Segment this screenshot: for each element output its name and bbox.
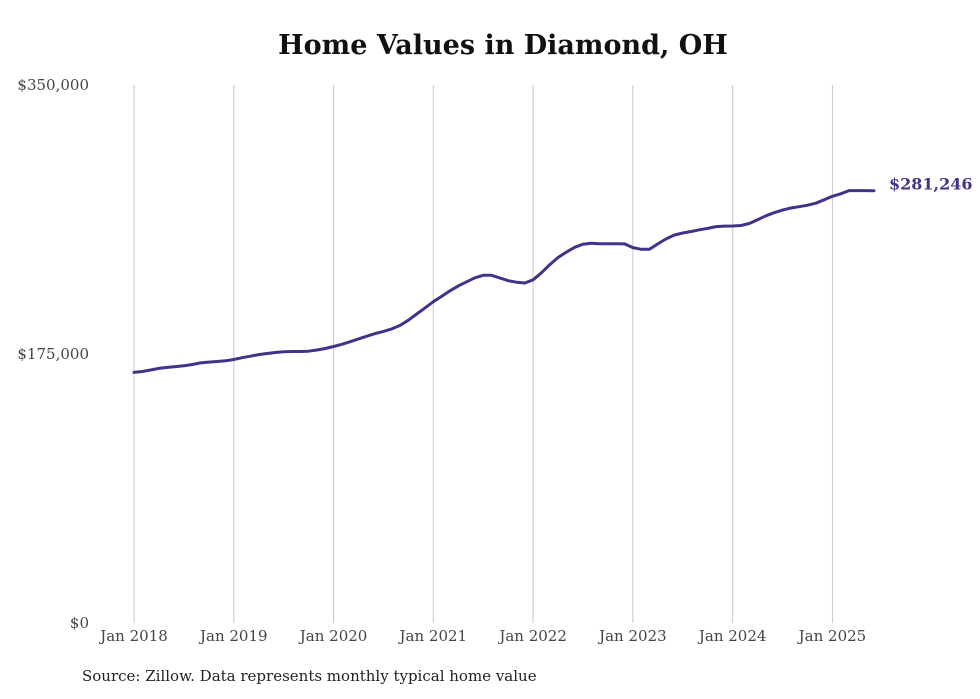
y-tick-label: $0 [70,614,89,632]
source-note: Source: Zillow. Data represents monthly … [82,667,537,685]
x-tick-label: Jan 2024 [697,627,767,645]
x-tick-label: Jan 2021 [398,627,468,645]
x-tick-label: Jan 2022 [497,627,567,645]
x-tick-label: Jan 2025 [797,627,867,645]
x-tick-label: Jan 2019 [198,627,268,645]
end-value-label: $281,246 [889,175,973,194]
chart-title: Home Values in Diamond, OH [278,30,728,61]
y-tick-label: $175,000 [17,345,89,363]
x-tick-label: Jan 2023 [597,627,667,645]
series-line [132,189,876,374]
x-tick-label: Jan 2020 [298,627,368,645]
x-tick-label: Jan 2018 [98,627,168,645]
y-tick-label: $350,000 [17,76,89,94]
